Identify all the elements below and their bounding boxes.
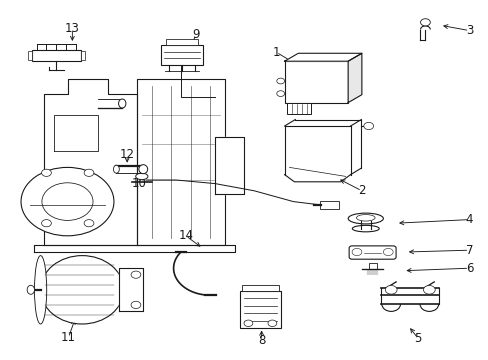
Circle shape xyxy=(21,167,114,236)
Ellipse shape xyxy=(347,213,383,224)
Bar xyxy=(286,103,310,114)
Ellipse shape xyxy=(113,165,119,173)
Polygon shape xyxy=(215,137,244,194)
Polygon shape xyxy=(347,53,361,103)
Text: 7: 7 xyxy=(465,244,472,257)
Text: 4: 4 xyxy=(465,213,472,226)
Text: 8: 8 xyxy=(257,334,265,347)
Bar xyxy=(368,263,376,269)
Circle shape xyxy=(84,220,94,227)
Circle shape xyxy=(383,248,392,256)
Text: 13: 13 xyxy=(65,22,80,35)
Bar xyxy=(161,45,203,65)
Text: 2: 2 xyxy=(357,184,365,197)
Polygon shape xyxy=(284,53,361,61)
Text: 10: 10 xyxy=(132,177,146,190)
Polygon shape xyxy=(119,268,143,311)
Circle shape xyxy=(351,248,361,256)
Circle shape xyxy=(41,169,51,176)
Circle shape xyxy=(244,320,252,327)
Circle shape xyxy=(131,271,141,278)
Ellipse shape xyxy=(34,256,47,324)
Bar xyxy=(239,291,281,328)
Circle shape xyxy=(276,91,284,96)
Ellipse shape xyxy=(118,99,126,108)
Polygon shape xyxy=(34,245,234,252)
Polygon shape xyxy=(137,79,224,245)
Text: 1: 1 xyxy=(272,46,280,59)
Polygon shape xyxy=(54,115,98,151)
Circle shape xyxy=(420,19,429,26)
Circle shape xyxy=(363,122,373,130)
Circle shape xyxy=(41,220,51,227)
Circle shape xyxy=(267,320,276,327)
Ellipse shape xyxy=(41,256,123,324)
Text: 12: 12 xyxy=(120,148,134,161)
Ellipse shape xyxy=(139,165,147,174)
Text: 3: 3 xyxy=(465,24,472,37)
Bar xyxy=(28,51,32,60)
Bar xyxy=(81,51,84,60)
FancyBboxPatch shape xyxy=(348,246,395,259)
Bar xyxy=(242,285,278,291)
Circle shape xyxy=(131,301,141,309)
Circle shape xyxy=(84,169,94,176)
Circle shape xyxy=(385,285,396,294)
Bar xyxy=(284,61,347,103)
Circle shape xyxy=(423,285,434,294)
Ellipse shape xyxy=(27,285,34,294)
Ellipse shape xyxy=(351,225,379,232)
Text: 6: 6 xyxy=(465,262,472,275)
Text: 5: 5 xyxy=(413,332,421,345)
Text: 11: 11 xyxy=(61,331,76,344)
Text: 14: 14 xyxy=(178,229,193,242)
Text: 9: 9 xyxy=(191,28,199,41)
Ellipse shape xyxy=(135,173,148,180)
Bar xyxy=(320,201,338,209)
Circle shape xyxy=(276,78,284,84)
Bar xyxy=(32,50,81,61)
Bar xyxy=(166,39,198,45)
Ellipse shape xyxy=(356,215,374,221)
Polygon shape xyxy=(44,79,137,245)
